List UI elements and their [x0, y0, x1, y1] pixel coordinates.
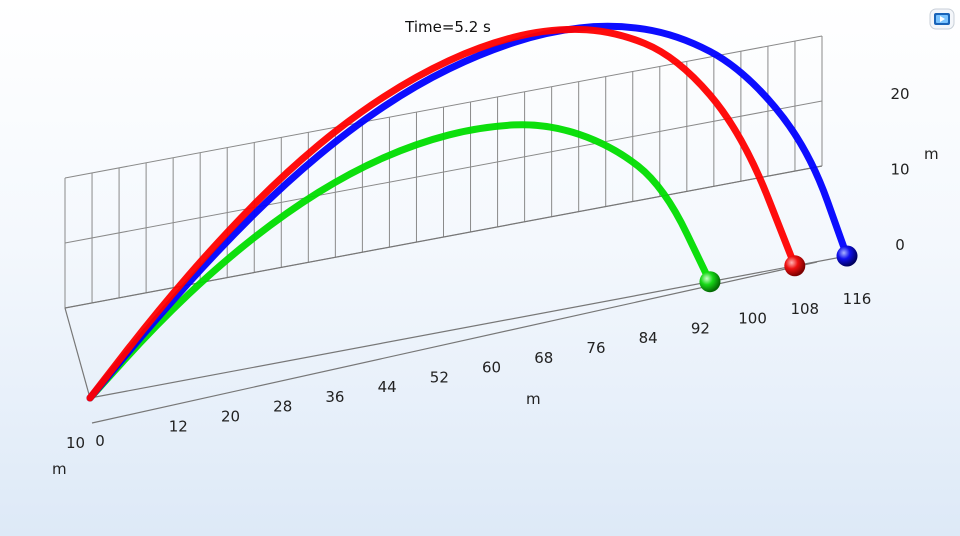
- x-tick-label: 36: [325, 388, 344, 406]
- x-tick-label: 76: [586, 339, 605, 357]
- y-axis-label: m: [52, 460, 67, 478]
- x-tick-label: 116: [843, 290, 872, 308]
- projectile-ball: [699, 271, 721, 293]
- trajectory-line: [86, 22, 851, 402]
- play-animation-icon: [929, 8, 955, 30]
- y-axis-line: [64, 307, 91, 399]
- z-axis-label: m: [924, 145, 939, 163]
- series-layer: [86, 22, 851, 402]
- x-axis-line: [89, 255, 848, 399]
- x-axis-label: m: [526, 390, 541, 408]
- trajectory-line: [86, 25, 799, 402]
- x-tick-label: 92: [691, 319, 710, 337]
- x-tick-label: 68: [534, 349, 553, 367]
- grid-horizontal: [64, 35, 823, 179]
- chart-title: Time=5.2 s: [404, 18, 491, 36]
- x-tick-label: 0: [95, 432, 105, 450]
- x-tick-label: 52: [430, 368, 449, 386]
- grid-horizontal: [64, 100, 823, 244]
- x-tick-label: 12: [169, 417, 188, 435]
- x-tick-label: 20: [221, 408, 240, 426]
- x-tick-label: 60: [482, 359, 501, 377]
- projectile-markers: [699, 245, 858, 293]
- axes-frame: [64, 165, 848, 424]
- projectile-ball: [836, 245, 858, 267]
- z-tick-label: 10: [890, 161, 909, 179]
- x-tick-label: 44: [378, 378, 397, 396]
- trajectory-line: [86, 121, 714, 402]
- play-animation-button[interactable]: [929, 8, 955, 30]
- x-tick-label: 84: [639, 329, 658, 347]
- projectile-ball: [784, 255, 806, 277]
- x-tick-label: 28: [273, 398, 292, 416]
- x-tick-label: 100: [738, 310, 767, 328]
- front-floor-line: [91, 261, 818, 424]
- y-tick-label: 10: [66, 434, 85, 452]
- x-tick-label: 108: [790, 300, 819, 318]
- z-tick-label: 20: [890, 85, 909, 103]
- z-tick-label: 0: [895, 236, 905, 254]
- grid-layer: [64, 35, 823, 309]
